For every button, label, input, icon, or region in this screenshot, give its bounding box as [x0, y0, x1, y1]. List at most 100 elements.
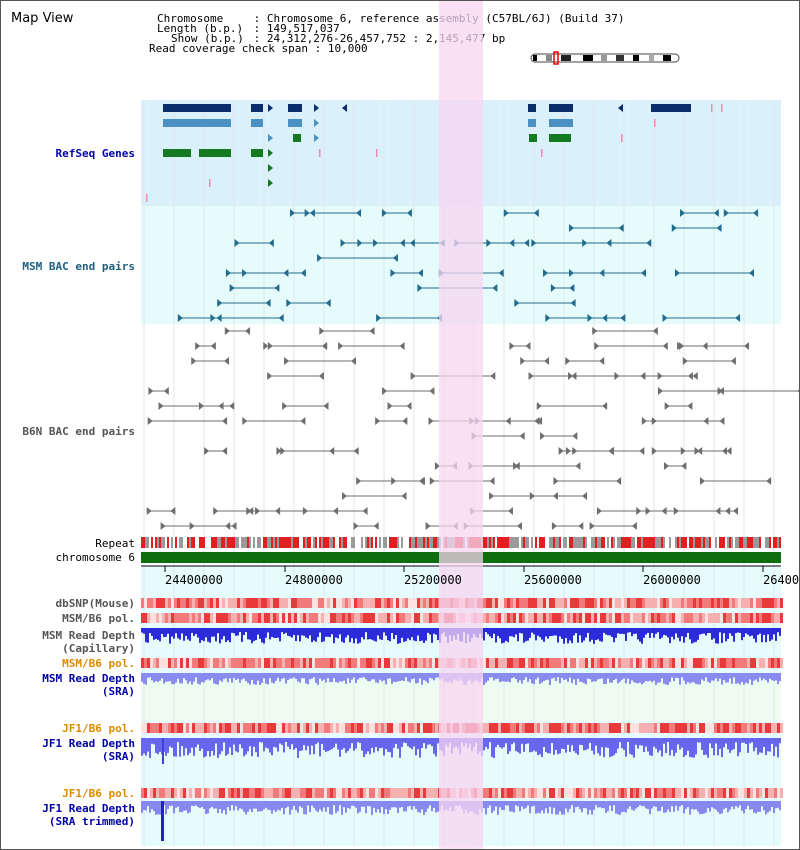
jf1-trim-depth-bar — [691, 801, 693, 809]
msm-sra-depth-bar — [437, 673, 439, 678]
msm-sra-depth-bar — [279, 673, 281, 682]
jf1-trim-depth-bar — [281, 801, 283, 808]
msm-cap-depth-bar — [623, 628, 625, 635]
dbsnp-strip-cell — [402, 598, 405, 608]
jf1-trim-depth-bar — [765, 801, 767, 815]
jf1-pol2-strip-cell — [747, 788, 750, 798]
msm-pol-strip-cell — [201, 613, 204, 623]
jf1-trim-depth-bar — [539, 801, 541, 814]
msm-pol2-strip-cell — [240, 658, 243, 668]
track-label-msm-b6-pol-2[interactable]: MSM/B6 pol. — [62, 657, 135, 670]
track-label-jf1-b6-pol-1[interactable]: JF1/B6 pol. — [62, 722, 135, 735]
repeat-segment — [721, 537, 723, 548]
dbsnp-strip-cell — [366, 598, 369, 608]
repeat-segment — [239, 537, 241, 548]
msm-sra-depth-bar — [735, 673, 737, 684]
msm-cap-depth-bar — [635, 628, 637, 634]
dbsnp-strip-cell — [405, 598, 408, 608]
msm-cap-depth-bar — [683, 628, 685, 643]
jf1-trim-depth-bar — [561, 801, 563, 815]
jf1-trim-depth-bar — [645, 801, 647, 809]
track-label-msm-depth-sra[interactable]: MSM Read Depth — [42, 672, 135, 685]
jf1-trim-depth-bar — [347, 801, 349, 809]
msm-cap-depth-bar — [301, 628, 303, 636]
msm-cap-depth-bar — [339, 628, 341, 635]
jf1-pol-strip-cell — [531, 723, 534, 733]
jf1-pol-strip-cell — [537, 723, 540, 733]
repeat-segment — [715, 537, 717, 548]
jf1-pol-strip-cell — [150, 723, 153, 733]
jf1-trim-depth-bar — [255, 801, 257, 809]
jf1-pol2-strip-cell — [594, 788, 597, 798]
jf1-sra-depth-bar — [515, 738, 517, 752]
msm-sra-depth-bar — [761, 673, 763, 681]
msm-sra-depth-bar — [157, 673, 159, 683]
jf1-sra-depth-bar — [199, 738, 201, 751]
repeat-segment — [253, 537, 255, 548]
dbsnp-strip-cell — [165, 598, 168, 608]
dbsnp-strip-cell — [699, 598, 702, 608]
msm-cap-depth-bar — [349, 628, 351, 643]
msm-pol-strip-cell — [321, 613, 324, 623]
bac-end-marker — [399, 342, 405, 350]
jf1-pol2-strip-cell — [564, 788, 567, 798]
jf1-sra-depth-bar — [261, 738, 263, 743]
bac-end-marker — [516, 522, 522, 530]
dbsnp-strip-cell — [546, 598, 549, 608]
bac-end-marker — [375, 417, 381, 425]
msm-sra-depth-bar — [591, 673, 593, 682]
bac-end-marker — [362, 507, 368, 515]
jf1-trim-depth-bar — [187, 801, 189, 814]
bac-end-marker — [302, 507, 308, 515]
dbsnp-strip-cell — [327, 598, 330, 608]
jf1-trim-depth-bar — [397, 801, 399, 813]
coverage-label: Read coverage check span — [149, 42, 308, 55]
jf1-pol2-strip-cell — [723, 788, 726, 798]
track-label-msm-b6-pol-1[interactable]: MSM/B6 pol. — [62, 612, 135, 625]
bac-end-marker — [594, 342, 600, 350]
msm-pol2-strip-cell — [705, 658, 708, 668]
jf1-trim-depth-bar — [737, 801, 739, 808]
jf1-pol-strip-cell — [267, 723, 270, 733]
jf1-pol2-strip-cell — [417, 788, 420, 798]
track-label-b6n-bac[interactable]: B6N BAC end pairs — [22, 425, 135, 438]
dbsnp-strip-cell — [702, 598, 705, 608]
dbsnp-strip-cell — [756, 598, 759, 608]
jf1-pol2-strip-cell — [234, 788, 237, 798]
jf1-trim-depth-bar — [215, 801, 217, 809]
track-label-msm-bac[interactable]: MSM BAC end pairs — [22, 260, 135, 273]
msm-pol2-strip-cell — [741, 658, 744, 668]
track-label-jf1-b6-pol-2[interactable]: JF1/B6 pol. — [62, 787, 135, 800]
gene-arrow — [268, 149, 273, 157]
ideogram-band — [616, 55, 624, 61]
msm-sra-depth-bar — [585, 673, 587, 685]
msm-pol2-strip-cell — [429, 658, 432, 668]
track-label-refseq-genes[interactable]: RefSeq Genes — [55, 147, 135, 160]
msm-cap-depth-bar — [409, 628, 411, 641]
track-label-msm-depth-cap[interactable]: MSM Read Depth — [42, 629, 135, 642]
dbsnp-strip-cell — [339, 598, 342, 608]
msm-cap-depth-bar — [569, 628, 571, 641]
msm-sra-depth-bar — [527, 673, 529, 682]
jf1-pol-strip-cell — [702, 723, 705, 733]
bac-end-marker — [390, 269, 396, 277]
axis-tick-label: 26400000 — [763, 573, 800, 587]
msm-sra-depth-bar — [537, 673, 539, 678]
jf1-sra-depth-bar — [525, 738, 527, 745]
repeat-segment — [775, 537, 777, 548]
msm-pol-strip-cell — [729, 613, 732, 623]
track-label-jf1-depth-sra[interactable]: JF1 Read Depth — [42, 737, 135, 750]
jf1-sra-depth-bar — [779, 738, 781, 744]
dbsnp-strip-cell — [192, 598, 195, 608]
jf1-trim-depth-bar — [257, 801, 259, 812]
dbsnp-strip-cell — [177, 598, 180, 608]
track-label-jf1-depth-trim[interactable]: JF1 Read Depth — [42, 802, 135, 815]
msm-sra-depth-bar — [429, 673, 431, 678]
track-label-dbsnp[interactable]: dbSNP(Mouse) — [55, 597, 135, 610]
msm-cap-depth-bar — [313, 628, 315, 641]
repeat-segment — [185, 537, 187, 548]
dbsnp-strip-cell — [609, 598, 612, 608]
repeat-segment — [691, 537, 693, 548]
jf1-trim-depth-bar — [319, 801, 321, 810]
